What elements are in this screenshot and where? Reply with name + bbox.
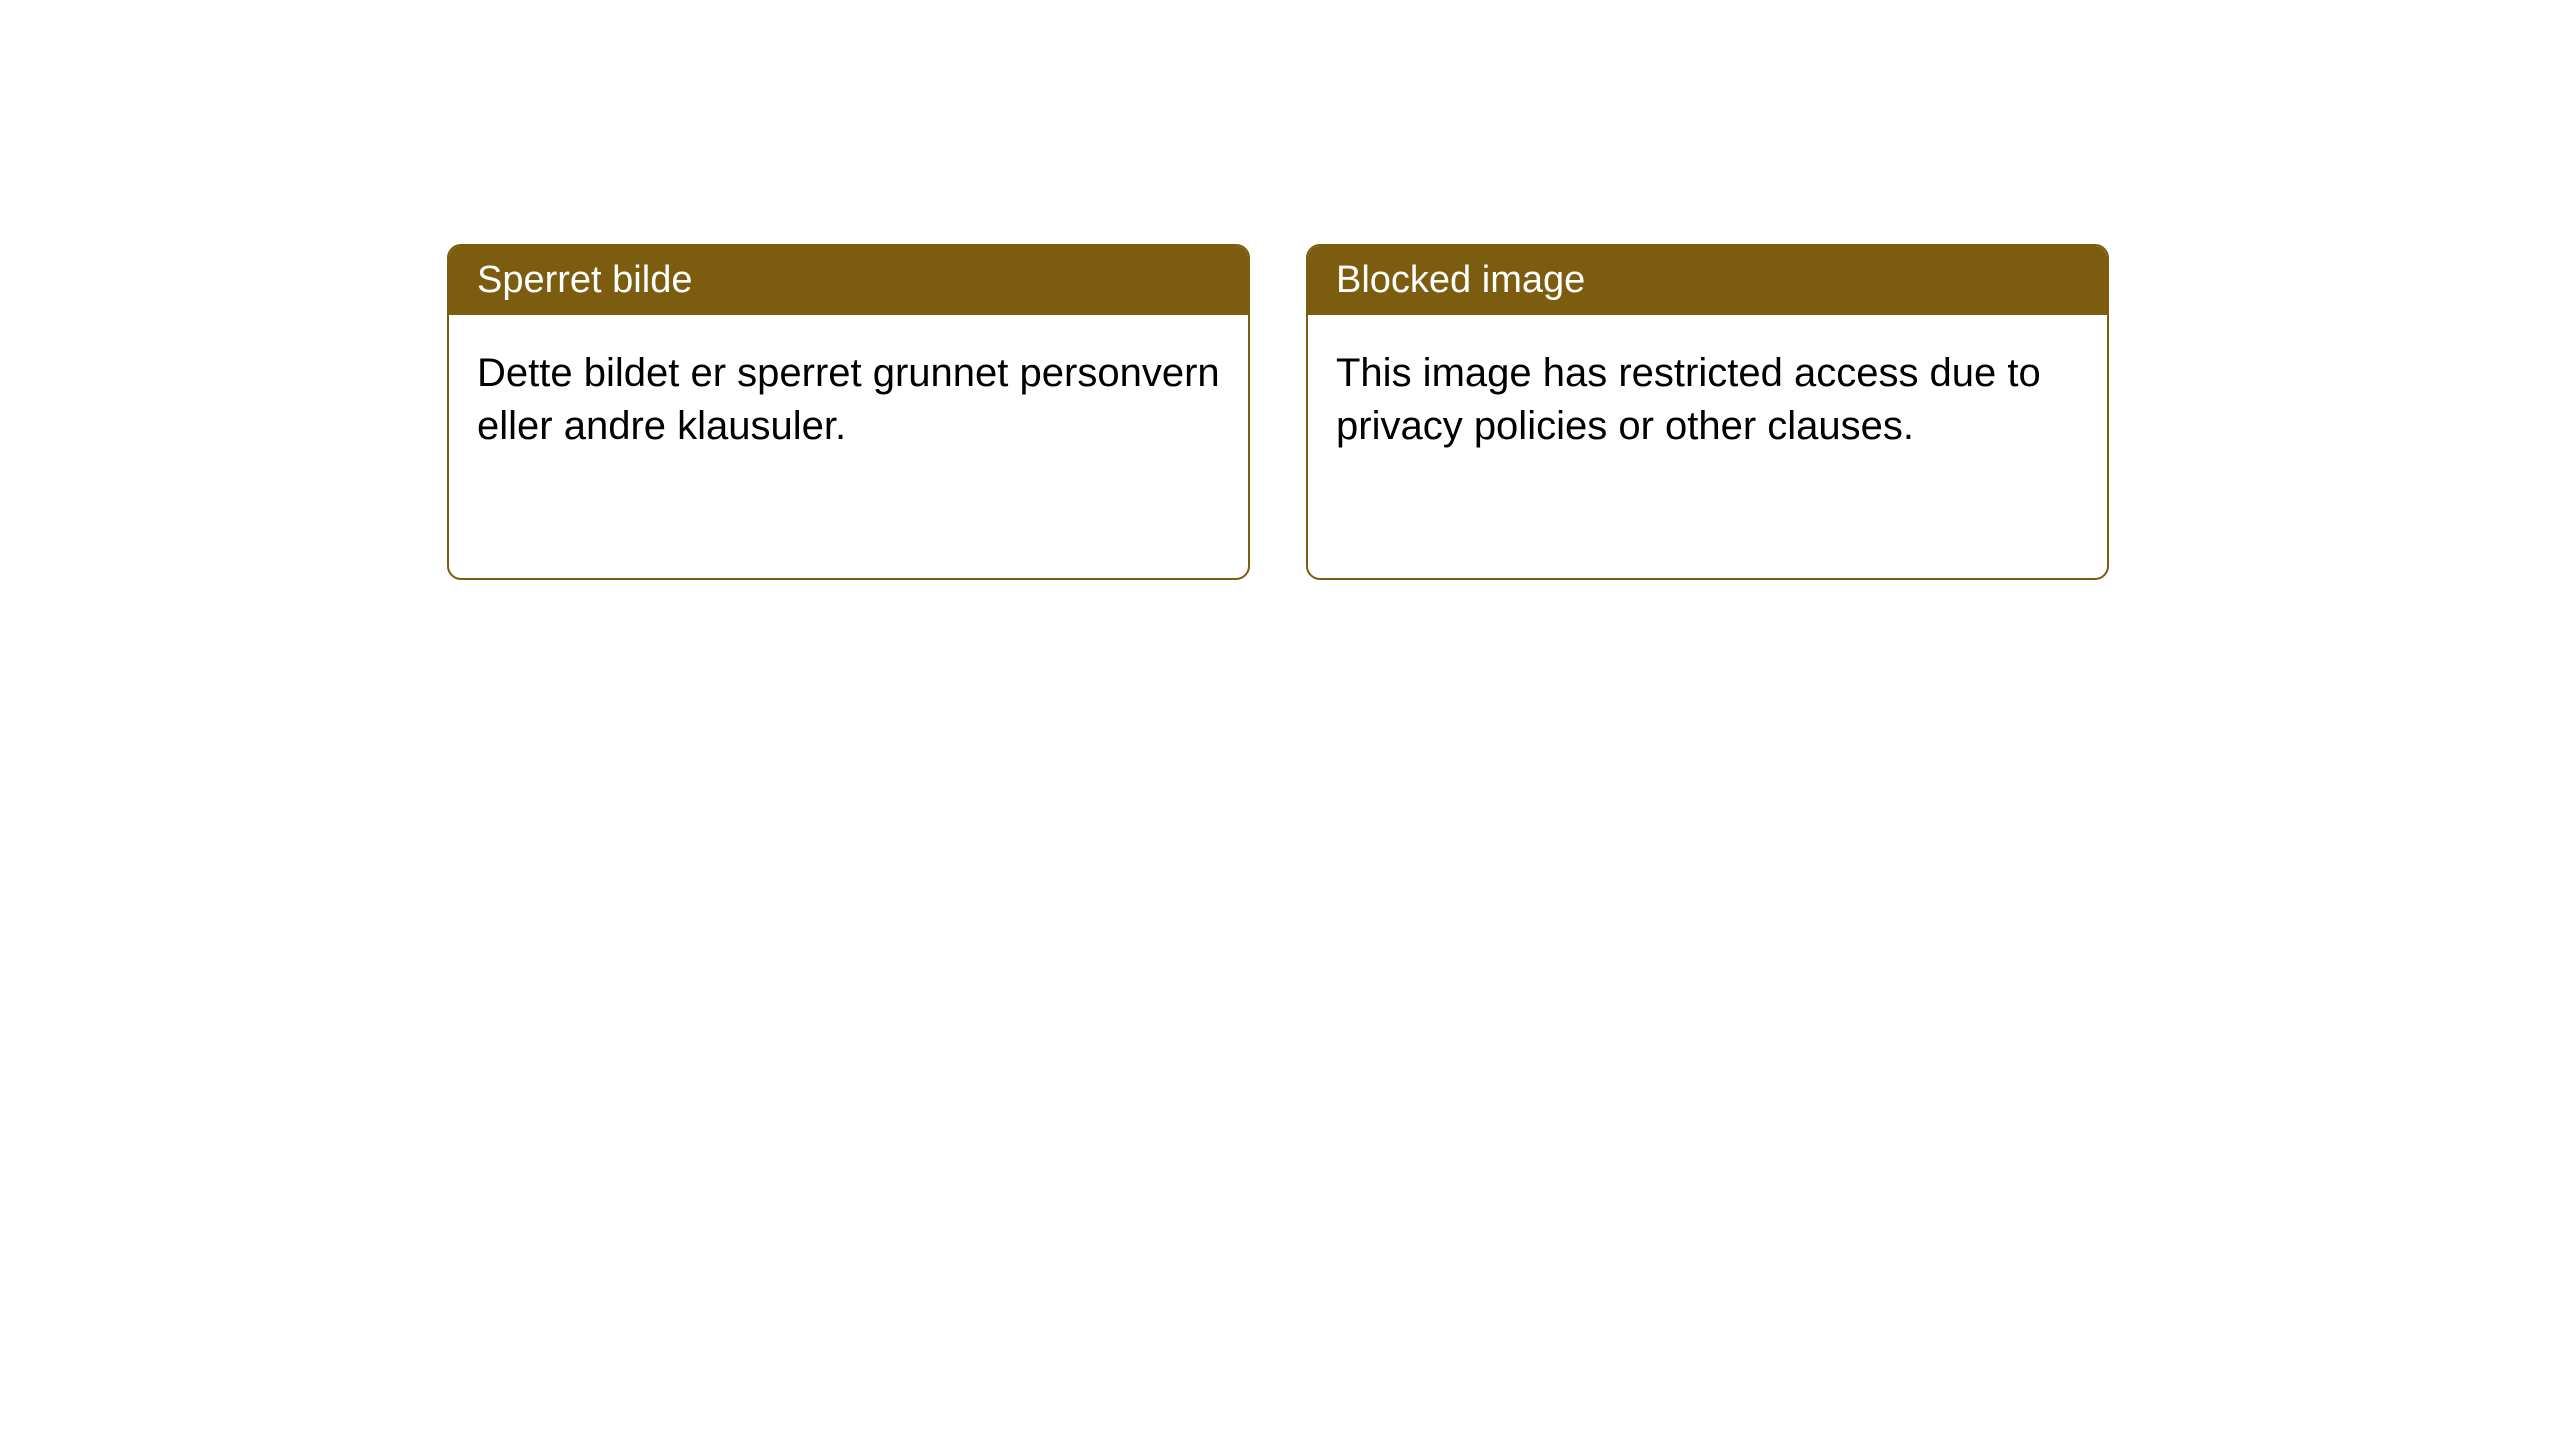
notice-title: Sperret bilde [449, 246, 1248, 315]
notice-card-english: Blocked image This image has restricted … [1306, 244, 2109, 580]
notice-body: This image has restricted access due to … [1308, 315, 2107, 485]
notice-container: Sperret bilde Dette bildet er sperret gr… [0, 0, 2560, 580]
notice-body: Dette bildet er sperret grunnet personve… [449, 315, 1248, 485]
notice-title: Blocked image [1308, 246, 2107, 315]
notice-card-norwegian: Sperret bilde Dette bildet er sperret gr… [447, 244, 1250, 580]
